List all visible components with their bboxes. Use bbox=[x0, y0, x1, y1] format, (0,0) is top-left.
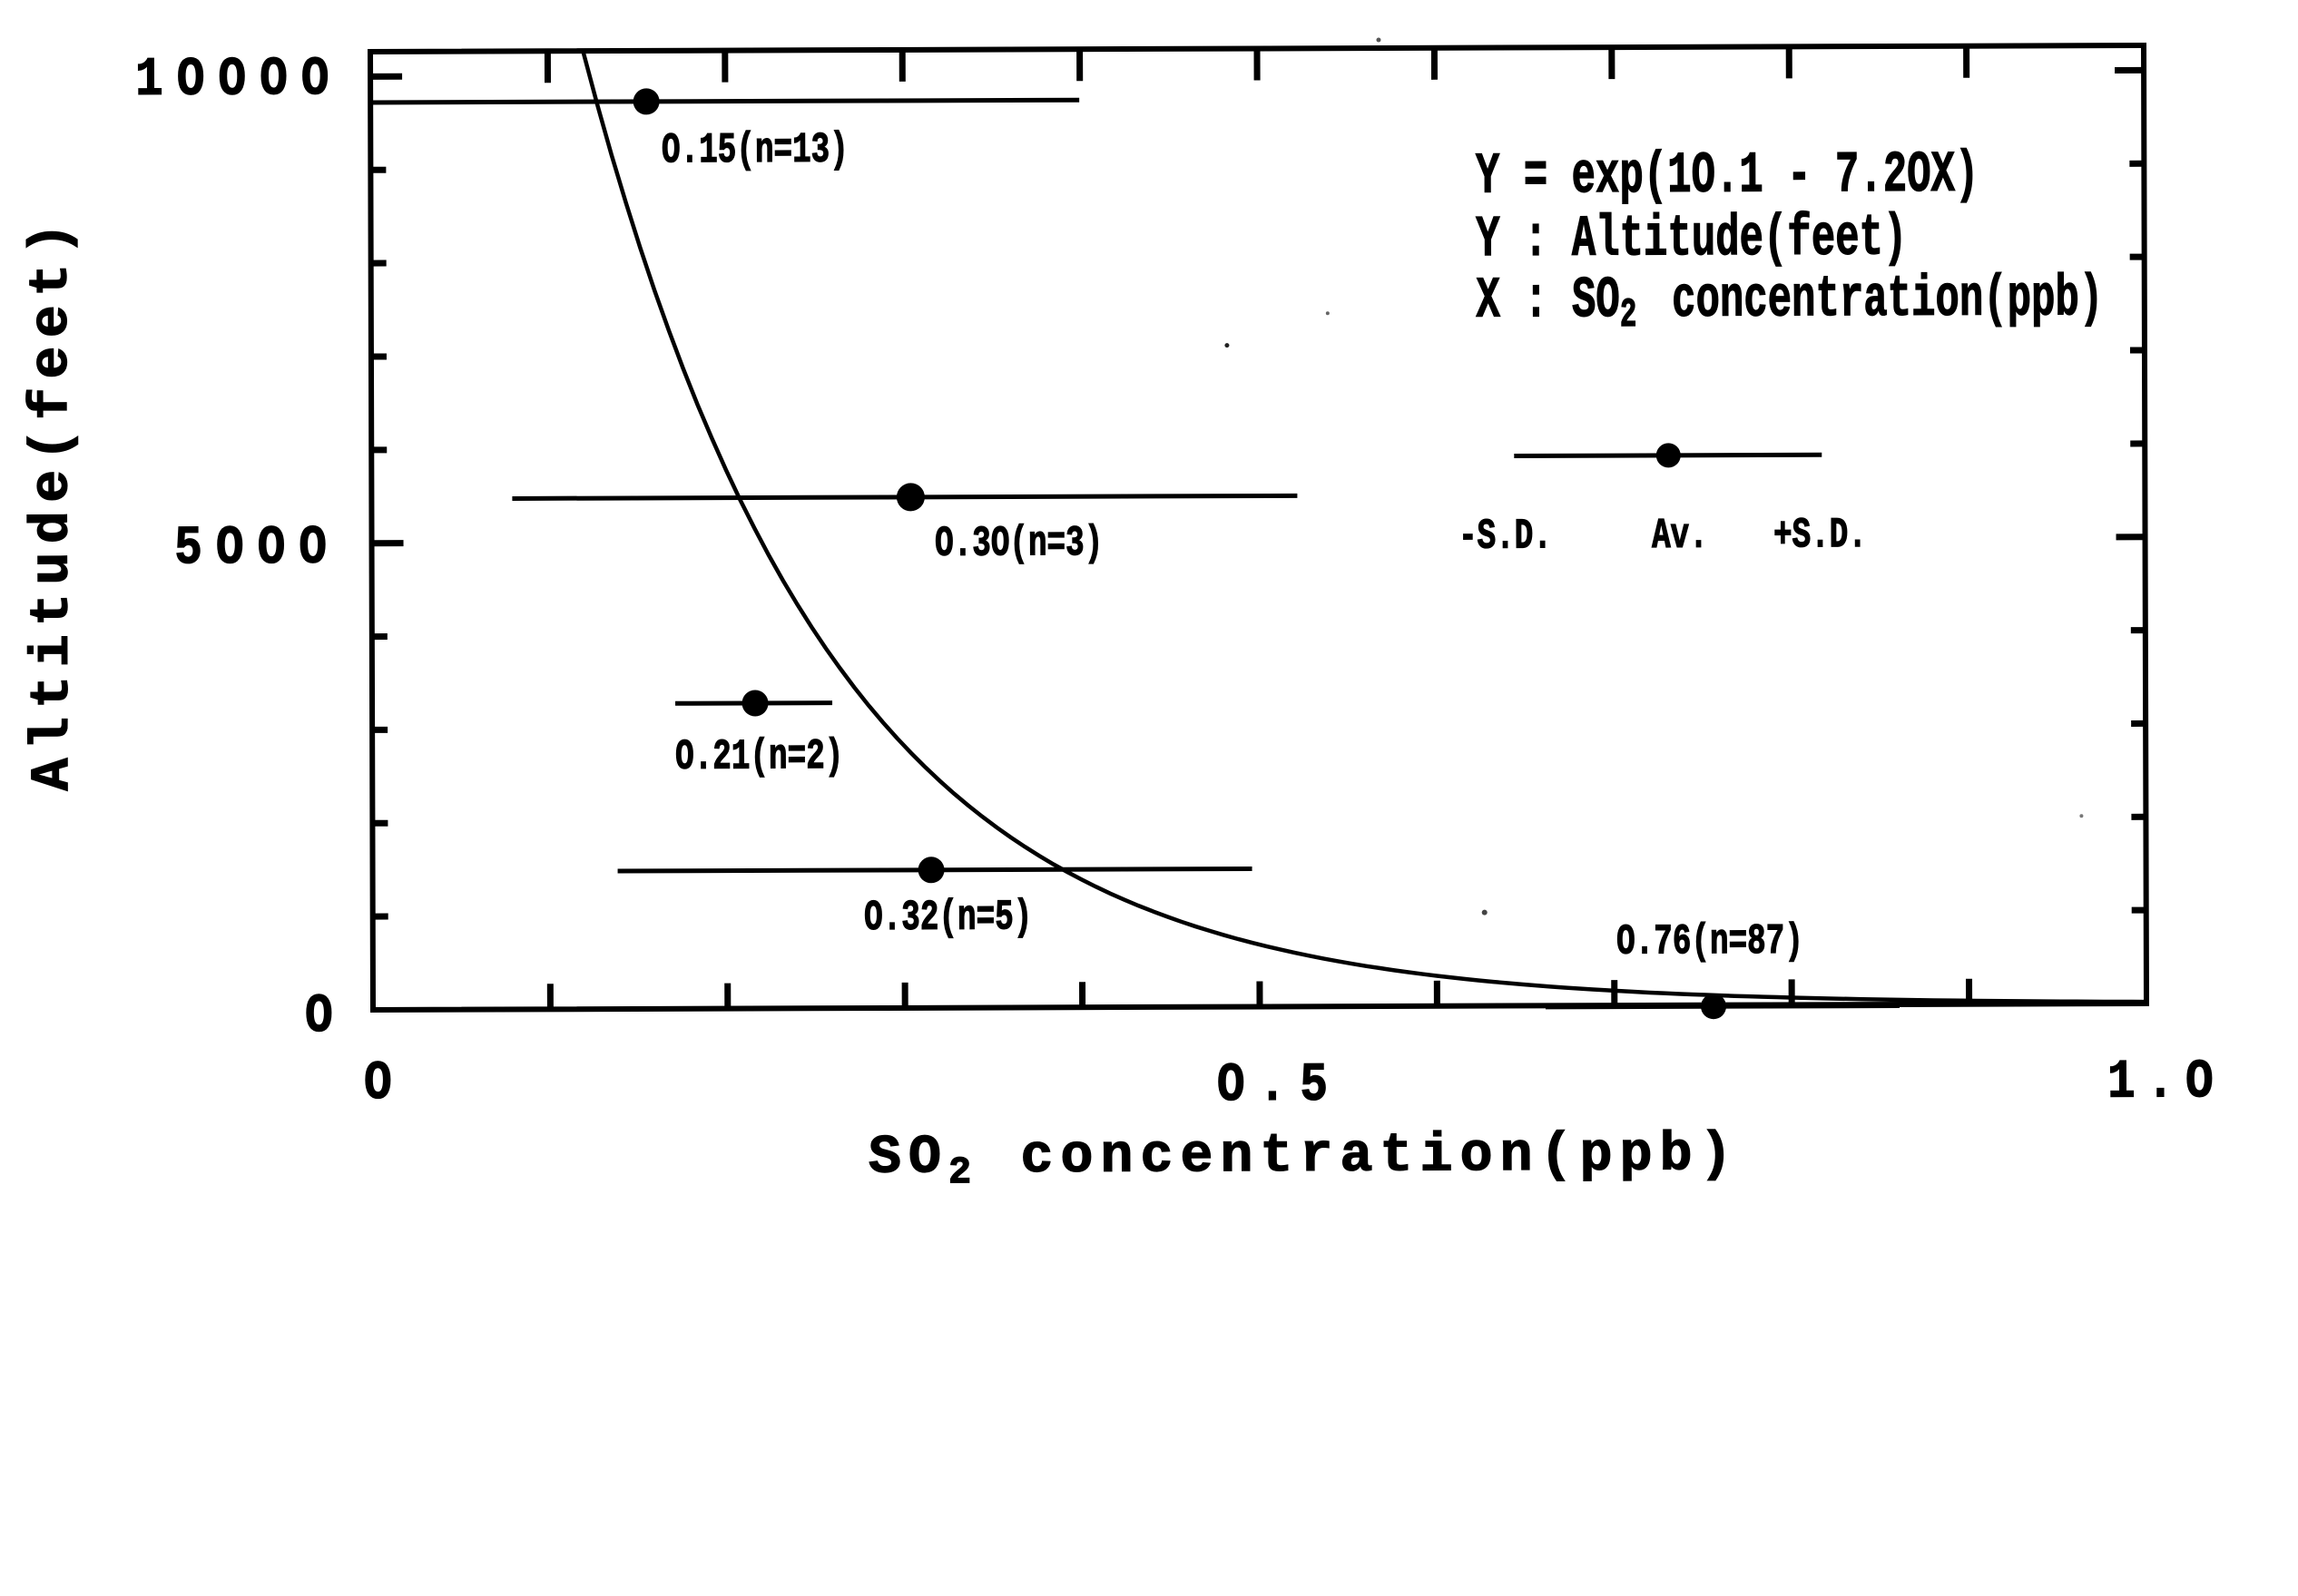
svg-text:+S.D.: +S.D. bbox=[1773, 512, 1867, 560]
svg-text:Y : Altitude(feet): Y : Altitude(feet) bbox=[1476, 206, 1907, 273]
svg-text:O.76(n=87): O.76(n=87) bbox=[1616, 918, 1803, 966]
svg-text:O.3O(n=3): O.3O(n=3) bbox=[935, 520, 1103, 568]
svg-text:X : SO2 concentration(ppb): X : SO2 concentration(ppb) bbox=[1476, 267, 2103, 339]
svg-text:1OOOO: 1OOOO bbox=[135, 49, 343, 112]
svg-text:5OOO: 5OOO bbox=[174, 517, 340, 580]
svg-text:Y = exp(1O.1 - 7.2OX): Y = exp(1O.1 - 7.2OX) bbox=[1476, 142, 1979, 210]
svg-text:O.15(n=13): O.15(n=13) bbox=[662, 127, 849, 175]
svg-text:O.21(n=2): O.21(n=2) bbox=[675, 733, 843, 781]
svg-text:O: O bbox=[364, 1053, 406, 1114]
svg-text:1.O: 1.O bbox=[2107, 1052, 2224, 1113]
svg-text:O.5: O.5 bbox=[1217, 1054, 1341, 1116]
svg-text:Av.: Av. bbox=[1652, 513, 1708, 561]
svg-text:O: O bbox=[305, 985, 347, 1047]
svg-text:O.32(n=5): O.32(n=5) bbox=[864, 895, 1032, 943]
svg-text:concentration(ppb): concentration(ppb) bbox=[1020, 1124, 1739, 1189]
svg-text:-S.D.: -S.D. bbox=[1458, 514, 1552, 562]
svg-text:Altitude(feet): Altitude(feet) bbox=[22, 214, 85, 791]
svg-text:SO2: SO2 bbox=[869, 1127, 1009, 1195]
